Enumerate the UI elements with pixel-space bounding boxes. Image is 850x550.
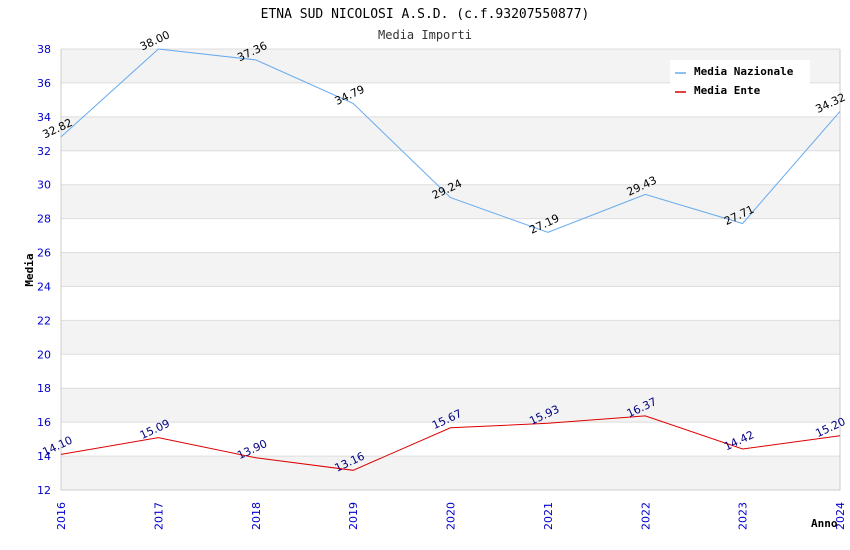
y-tick-label: 24 bbox=[37, 280, 51, 293]
x-tick-label: 2024 bbox=[834, 502, 847, 530]
y-tick-label: 22 bbox=[37, 314, 51, 327]
y-tick-label: 18 bbox=[37, 382, 51, 395]
y-tick-label: 16 bbox=[37, 416, 51, 429]
x-tick-label: 2018 bbox=[250, 502, 263, 530]
y-tick-labels: 12 14 16 18 20 22 24 26 28 30 32 34 36 38 bbox=[37, 43, 51, 497]
legend-label-media-ente: Media Ente bbox=[694, 84, 761, 97]
y-tick-label: 30 bbox=[37, 179, 51, 192]
series-line-1 bbox=[60, 415, 841, 471]
grid-band bbox=[61, 184, 840, 219]
x-tick-label: 2023 bbox=[737, 502, 750, 530]
grid-band bbox=[61, 252, 840, 287]
y-tick-label: 12 bbox=[37, 484, 51, 497]
x-tick-label: 2017 bbox=[152, 502, 165, 530]
chart-subtitle: Media Importi bbox=[378, 28, 472, 42]
x-axis-label: Anno bbox=[811, 517, 838, 530]
x-tick-labels: 2016 2017 2018 2019 2020 2021 2022 2023 2024 bbox=[55, 502, 847, 530]
grid-band bbox=[61, 116, 840, 151]
x-tick-label: 2020 bbox=[445, 502, 458, 530]
y-tick-label: 28 bbox=[37, 213, 51, 226]
y-tick-label: 14 bbox=[37, 450, 51, 463]
y-tick-label: 32 bbox=[37, 145, 51, 158]
grid-band bbox=[61, 388, 840, 423]
series-lines bbox=[60, 48, 841, 471]
legend-background bbox=[670, 60, 810, 102]
y-tick-label: 36 bbox=[37, 77, 51, 90]
legend: Media Nazionale Media Ente bbox=[670, 60, 810, 102]
x-tick-label: 2016 bbox=[55, 502, 68, 530]
y-axis-label: Media bbox=[23, 253, 36, 286]
grid-band bbox=[61, 320, 840, 355]
y-tick-label: 38 bbox=[37, 43, 51, 56]
y-tick-label: 26 bbox=[37, 247, 51, 260]
x-tick-label: 2022 bbox=[639, 502, 652, 530]
x-tick-label: 2019 bbox=[347, 502, 360, 530]
legend-label-media-nazionale: Media Nazionale bbox=[694, 65, 794, 78]
grid-band bbox=[61, 456, 840, 490]
y-tick-label: 20 bbox=[37, 348, 51, 361]
chart-title: ETNA SUD NICOLOSI A.S.D. (c.f.9320755087… bbox=[261, 7, 590, 22]
series-line-0 bbox=[60, 48, 841, 233]
x-tick-label: 2021 bbox=[542, 502, 555, 530]
grid-bands bbox=[61, 49, 840, 490]
y-tick-label: 34 bbox=[37, 111, 51, 124]
